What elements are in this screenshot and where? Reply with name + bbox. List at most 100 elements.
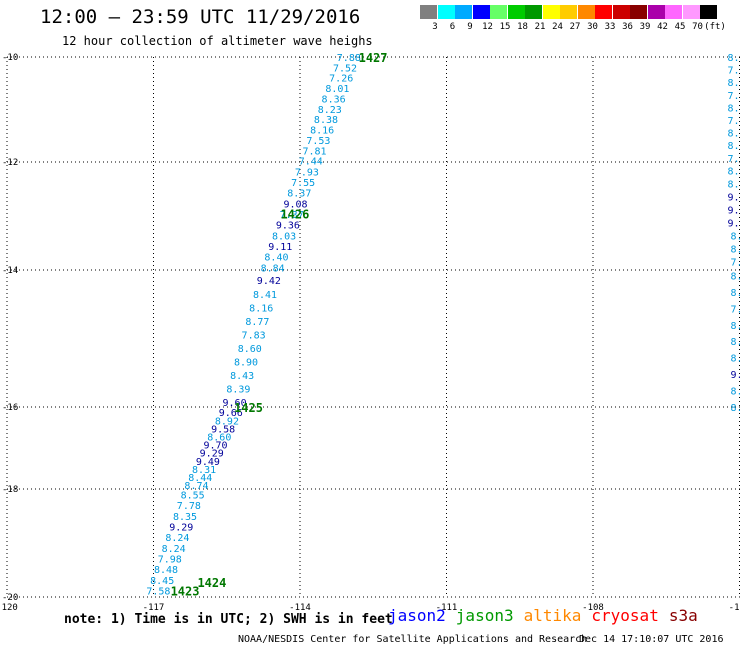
wave-height-label: 7.88 [337,53,361,64]
wave-height-label: 8.77 [245,317,269,328]
color-scale-label: 33 [604,22,616,32]
color-scale-label: 24 [552,22,563,32]
wave-height-label: 7.44 [299,157,323,168]
wave-height-label: 9.2 [730,370,740,381]
color-scale-label: 42 [657,22,668,32]
wave-height-label: 8.60 [207,432,231,443]
color-scale-label: (ft) [704,22,726,32]
wave-height-label: 8.29 [727,78,740,89]
wave-height-label: 8.4 [730,387,740,398]
wave-height-label: 7.94 [727,66,740,77]
wave-height-label: 8.3 [730,244,740,255]
wave-height-label: 8.5 [730,321,740,332]
color-swatch [612,5,630,19]
color-scale-label: 39 [639,22,651,32]
wave-height-label: 7.96 [727,91,740,102]
wave-height-label: 8.85 [727,141,740,152]
lat-tick-label: -18 [2,485,18,495]
wave-height-label: 8.42 [727,167,740,178]
pass-number-label: 1424 [197,576,226,590]
wave-height-label: 9.15 [727,193,740,204]
altimeter-map: -10 -12 -14 -16 -18 -20-120 -117 -114 -111 -108 -1… [0,51,740,612]
footer-note: note: 1) Time is in UTC; 2) SWH is in fe… [64,612,393,627]
mission-label-jason3: jason3 [455,606,514,625]
pass-number-label: 1426 [280,207,309,221]
wave-height-label: 7.53 [306,136,330,147]
wave-height-label: 8.7 [730,231,740,242]
wave-height-label: 8.6 [730,354,740,365]
wave-height-label: 9.66 [219,408,243,419]
wave-height-label: 8.48 [154,565,178,576]
color-scale-label: 21 [534,22,546,32]
color-scale-label: 6 [449,22,456,32]
wave-height-label: 8.03 [272,231,296,242]
wave-height-label: 9.08 [283,199,307,210]
wave-height-label: 8.23 [318,105,342,116]
lon-tick-label: -114 [289,603,311,612]
map-subtitle: 12 hour collection of altimeter wave hei… [62,34,373,48]
wave-height-label: 8.84 [261,263,285,274]
wave-height-label: 7.78 [177,501,201,512]
wave-height-label: 8.45 [150,576,174,587]
wave-height-label: 7.81 [303,146,327,157]
wave-height-label: 9.42 [257,276,281,287]
wave-height-label: 8.16 [249,303,273,314]
lon-tick-label: -108 [582,603,604,612]
wave-height-label: 7.83 [242,330,266,341]
wave-height-label: 7.26 [329,74,353,85]
color-swatch [700,5,717,19]
wave-height-label: 8.16 [310,126,334,137]
color-scale-label: 18 [517,22,528,32]
wave-height-label: 7.51 [727,154,740,165]
wave-height-label: 8.90 [234,357,258,368]
mission-label-s3a: s3a [668,606,698,625]
lon-tick-label: -105 [729,603,740,612]
wave-height-label: 8.53 [727,180,740,191]
color-swatch [595,5,612,19]
mission-legend: jason2 jason3 altika cryosat s3a [388,606,708,625]
wave-height-label: 9.59 [727,206,740,217]
color-scale-label: 9 [467,22,473,32]
wave-height-label: 7.96 [727,116,740,127]
color-swatch [577,5,595,19]
credit-text: NOAA/NESDIS Center for Satellite Applica… [238,634,588,645]
wave-height-label: 8.32 [727,53,740,64]
color-swatch [455,5,472,19]
wave-height-label: 7.6 [730,257,740,268]
wave-height-label: 9.29 [200,449,224,460]
wave-height-label: 9.70 [203,441,227,452]
color-scale-label: 3 [432,22,438,32]
lon-tick-label: -120 [0,603,18,612]
wave-height-label: 7.37 [280,210,304,221]
wave-height-label: 8.36 [322,94,346,105]
generation-timestamp: Dec 14 17:10:07 UTC 2016 [579,634,724,645]
wave-height-label: 7.8 [730,304,740,315]
wave-height-label: 7.58 [146,587,170,598]
lat-tick-label: -20 [2,593,18,603]
wave-height-label: 8.01 [325,84,349,95]
map-title: 12:00 – 23:59 UTC 11/29/2016 [40,6,361,28]
color-scale-label: 15 [499,22,511,32]
wave-height-label: 8.44 [188,473,212,484]
wave-height-label: 8.91 [727,129,740,140]
color-swatch [420,5,437,19]
color-swatch [665,5,682,19]
wave-height-label: 9.49 [196,457,220,468]
color-scale-label: 27 [569,22,581,32]
mission-label-jason2: jason2 [388,606,446,625]
pass-number-label: 1427 [359,51,388,65]
wave-height-label: 8.38 [314,115,338,126]
wave-height-label: 8.32 [727,103,740,114]
color-swatch [472,5,490,19]
wave-height-label: 8.40 [264,253,288,264]
wave-height-label: 7.98 [158,555,182,566]
wave-height-label: 8.3 [730,271,740,282]
pass-number-label: 1423 [171,585,200,599]
lat-tick-label: -14 [2,266,18,276]
wave-height-label: 7.93 [295,167,319,178]
wave-height-label: 7.55 [291,178,315,189]
lat-tick-label: -12 [2,158,18,168]
wave-height-label: 8.74 [184,481,208,492]
wave-height-label: 7.52 [333,63,357,74]
wave-height-label: 8.31 [192,465,216,476]
